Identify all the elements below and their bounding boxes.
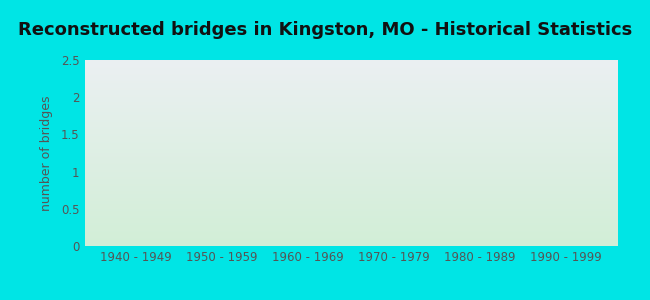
Y-axis label: number of bridges: number of bridges: [40, 95, 53, 211]
Text: City-Data.com: City-Data.com: [500, 77, 580, 87]
Bar: [542, 97, 590, 246]
Bar: [456, 172, 504, 246]
Bar: [112, 172, 160, 246]
Text: Reconstructed bridges in Kingston, MO - Historical Statistics: Reconstructed bridges in Kingston, MO - …: [18, 21, 632, 39]
